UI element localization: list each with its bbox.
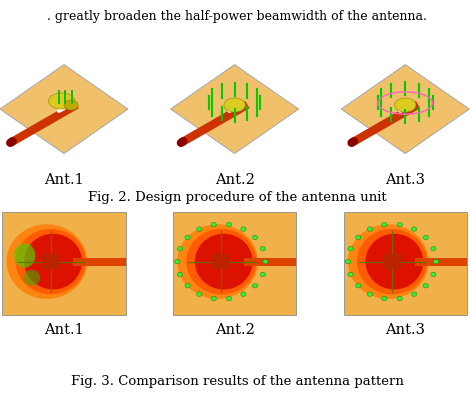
Ellipse shape [195, 234, 253, 289]
Circle shape [397, 297, 402, 301]
Circle shape [185, 235, 190, 240]
Circle shape [356, 284, 361, 288]
Circle shape [431, 272, 436, 277]
Circle shape [260, 246, 265, 251]
Circle shape [411, 227, 417, 231]
Circle shape [263, 259, 268, 264]
Text: Ant.2: Ant.2 [215, 173, 255, 187]
FancyBboxPatch shape [244, 258, 296, 266]
Ellipse shape [348, 224, 428, 299]
Circle shape [241, 292, 246, 297]
Text: Ant.2: Ant.2 [215, 324, 255, 337]
Circle shape [185, 284, 190, 288]
FancyBboxPatch shape [383, 254, 401, 269]
Circle shape [397, 222, 402, 227]
Ellipse shape [365, 234, 423, 289]
Circle shape [253, 235, 258, 240]
Circle shape [197, 227, 202, 231]
FancyBboxPatch shape [344, 212, 467, 315]
Ellipse shape [177, 224, 258, 299]
Circle shape [423, 284, 428, 288]
Circle shape [211, 222, 216, 227]
Circle shape [411, 292, 417, 297]
Circle shape [345, 259, 351, 264]
Text: Ant.1: Ant.1 [44, 173, 84, 187]
Circle shape [177, 246, 182, 251]
Ellipse shape [7, 224, 87, 299]
Circle shape [348, 246, 353, 251]
Circle shape [197, 292, 202, 297]
Ellipse shape [224, 98, 246, 112]
Circle shape [356, 235, 361, 240]
Ellipse shape [394, 98, 416, 112]
Ellipse shape [49, 93, 75, 109]
Ellipse shape [16, 229, 86, 294]
Text: Ant.3: Ant.3 [385, 324, 425, 337]
Circle shape [431, 246, 436, 251]
FancyBboxPatch shape [415, 258, 467, 266]
Circle shape [177, 272, 182, 277]
Circle shape [382, 297, 387, 301]
Circle shape [382, 222, 387, 227]
Polygon shape [171, 65, 299, 154]
Circle shape [260, 272, 265, 277]
Text: Fig. 2. Design procedure of the antenna unit: Fig. 2. Design procedure of the antenna … [88, 191, 386, 204]
Circle shape [174, 259, 180, 264]
Polygon shape [0, 65, 128, 154]
Ellipse shape [23, 269, 40, 286]
Circle shape [253, 284, 258, 288]
Circle shape [367, 227, 373, 231]
FancyBboxPatch shape [212, 254, 230, 269]
FancyBboxPatch shape [42, 254, 60, 269]
Circle shape [348, 272, 353, 277]
Ellipse shape [24, 234, 82, 289]
Circle shape [423, 235, 428, 240]
Text: . greatly broaden the half-power beamwidth of the antenna.: . greatly broaden the half-power beamwid… [47, 10, 427, 23]
Ellipse shape [64, 100, 78, 110]
Text: Ant.1: Ant.1 [44, 324, 84, 337]
Circle shape [241, 227, 246, 231]
Circle shape [211, 297, 216, 301]
Text: Ant.3: Ant.3 [385, 173, 425, 187]
FancyBboxPatch shape [73, 258, 126, 266]
Circle shape [227, 222, 232, 227]
FancyBboxPatch shape [2, 212, 126, 315]
Text: Fig. 3. Comparison results of the antenna pattern: Fig. 3. Comparison results of the antenn… [71, 375, 403, 388]
Polygon shape [341, 65, 469, 154]
Ellipse shape [186, 229, 256, 294]
Circle shape [433, 259, 439, 264]
Ellipse shape [14, 243, 35, 267]
Circle shape [367, 292, 373, 297]
Ellipse shape [357, 229, 427, 294]
Circle shape [227, 297, 232, 301]
FancyBboxPatch shape [173, 212, 296, 315]
